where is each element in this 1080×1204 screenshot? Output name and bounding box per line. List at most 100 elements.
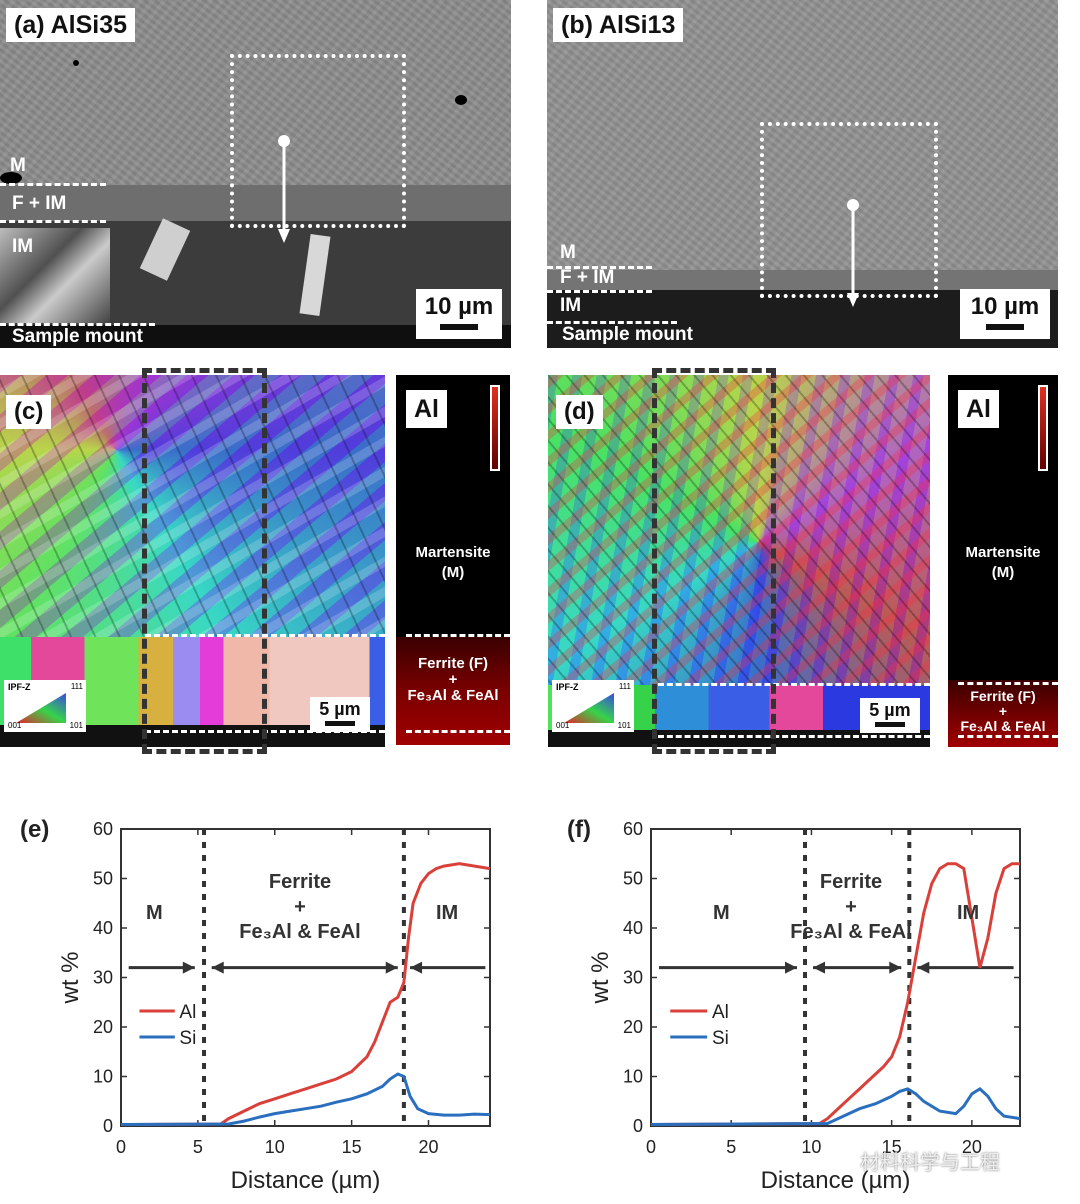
arrow-head	[182, 961, 195, 974]
x-tick-label: 0	[646, 1137, 656, 1157]
element-label-al: Al	[406, 390, 447, 428]
legend-label: Al	[179, 1002, 196, 1023]
legend-label: Si	[712, 1028, 729, 1049]
series-line-al	[650, 862, 1020, 1126]
line-scan-window-c	[142, 368, 267, 754]
scale-bar-a: 10 µm	[416, 289, 502, 339]
layer-boundary	[0, 183, 106, 186]
layer-boundary	[658, 735, 930, 738]
arrow-head	[784, 961, 797, 974]
y-tick-label: 60	[623, 819, 643, 839]
sample-mount-label: Sample mount	[562, 324, 693, 345]
layer-boundary	[547, 266, 652, 269]
panel-label-c: (c)	[6, 395, 52, 429]
region-label-m: M	[713, 902, 730, 924]
layer-label-im: IM	[560, 295, 582, 316]
layer-boundary	[958, 682, 1058, 685]
layer-boundary	[0, 323, 155, 326]
arrow-head	[211, 961, 224, 974]
legend-label: Al	[712, 1002, 729, 1023]
panel-label-b: (b) AlSi13	[553, 8, 684, 42]
x-tick-label: 10	[801, 1137, 821, 1157]
layer-label-f-im: F + IM	[12, 193, 67, 214]
y-tick-label: 50	[623, 869, 643, 889]
y-tick-label: 20	[93, 1017, 113, 1037]
layer-boundary	[547, 321, 677, 324]
ebsd-map-d: (d) IPF-Z 111 001 101 5 µm	[548, 375, 930, 747]
ferrite-label: Ferrite (F) + Fe₃Al & FeAl	[960, 688, 1046, 734]
y-axis-label: wt %	[57, 951, 84, 1004]
y-tick-label: 30	[93, 968, 113, 988]
line-scan-arrow-a	[278, 135, 290, 243]
al-map-c: Al Martensite (M) Ferrite (F) + Fe₃Al & FeA…	[396, 375, 510, 745]
panel-label-d: (d)	[556, 395, 603, 429]
layer-label-f-im: F + IM	[560, 267, 615, 288]
arrow-head	[889, 961, 902, 974]
y-tick-label: 10	[93, 1067, 113, 1087]
x-axis-label: Distance (µm)	[231, 1167, 381, 1194]
martensite-label: Martensite (M)	[965, 544, 1041, 581]
y-tick-label: 0	[633, 1116, 643, 1136]
series-line-al	[120, 862, 491, 1126]
layer-boundary	[0, 220, 106, 223]
layer-label-m: M	[10, 155, 26, 176]
panel-label-e: (e)	[20, 816, 50, 843]
region-label-ferrite: Ferrite + Fe₃Al & FeAl	[239, 871, 361, 943]
x-tick-label: 5	[726, 1137, 736, 1157]
layer-boundary	[547, 290, 652, 293]
al-map-d: Al Martensite (M) Ferrite (F) + Fe₃Al & FeA…	[948, 375, 1058, 747]
y-tick-label: 0	[103, 1116, 113, 1136]
arrow-head	[385, 961, 398, 974]
region-label-im: IM	[957, 902, 980, 924]
layer-boundary	[658, 683, 930, 686]
x-tick-label: 15	[342, 1137, 362, 1157]
x-tick-label: 15	[882, 1137, 902, 1157]
region-label-m: M	[146, 902, 163, 924]
intensity-bar	[490, 385, 500, 471]
y-tick-label: 30	[623, 968, 643, 988]
layer-boundary	[958, 735, 1058, 738]
x-tick-label: 20	[962, 1137, 982, 1157]
arrow-head	[917, 961, 930, 974]
legend-label: Si	[179, 1028, 196, 1049]
x-tick-label: 0	[116, 1137, 126, 1157]
x-tick-label: 20	[418, 1137, 438, 1157]
arrow-head	[410, 961, 423, 974]
region-label-ferrite: Ferrite + Fe₃Al & FeAl	[790, 871, 912, 943]
scale-bar-d: 5 µm	[860, 698, 920, 733]
layer-boundary	[406, 634, 510, 637]
scale-bar-c: 5 µm	[310, 697, 370, 732]
x-tick-label: 5	[193, 1137, 203, 1157]
y-tick-label: 20	[623, 1017, 643, 1037]
element-label-al: Al	[958, 390, 999, 428]
panel-label-f: (f)	[567, 816, 591, 843]
sem-image-b: (b) AlSi13 M F + IM IM Sample mount 10 µ…	[547, 0, 1058, 348]
layer-label-im: IM	[12, 236, 34, 257]
ipf-legend: IPF-Z 111 001 101	[4, 680, 86, 732]
watermark: 材料科学与工程	[860, 1150, 1000, 1174]
series-line-si	[650, 1087, 1021, 1126]
y-tick-label: 10	[623, 1067, 643, 1087]
martensite-label: Martensite (M)	[415, 544, 491, 581]
panel-label-a: (a) AlSi35	[6, 8, 136, 42]
x-axis-label: Distance (µm)	[761, 1167, 911, 1194]
line-scan-plot-f: 0 10 20 30 40 50 60 0 5 10 15 20 Distance (µm) wt % Al…	[587, 819, 1021, 1194]
y-tick-label: 40	[93, 918, 113, 938]
layer-label-m: M	[560, 242, 576, 263]
series-line-si	[120, 1072, 491, 1126]
intensity-bar	[1038, 385, 1048, 471]
sample-mount-label: Sample mount	[12, 326, 143, 347]
region-label-im: IM	[436, 902, 459, 924]
line-scan-arrow-b	[847, 199, 859, 307]
y-tick-label: 40	[623, 918, 643, 938]
scale-bar-b: 10 µm	[960, 289, 1050, 339]
y-axis-label: wt %	[587, 951, 614, 1004]
ferrite-label: Ferrite (F) + Fe₃Al & FeAl	[407, 655, 499, 704]
ebsd-map-c: (c) IPF-Z 111 001 101 5 µm	[0, 375, 385, 747]
layer-boundary	[406, 730, 510, 733]
region-of-interest-a	[230, 54, 406, 228]
line-scan-window-d	[652, 368, 776, 754]
line-scan-plot-e: 0 10 20 30 40 50 60 0 5 10 15 20 Distance (µm) wt % Al…	[57, 819, 491, 1194]
x-tick-label: 10	[265, 1137, 285, 1157]
y-tick-label: 60	[93, 819, 113, 839]
